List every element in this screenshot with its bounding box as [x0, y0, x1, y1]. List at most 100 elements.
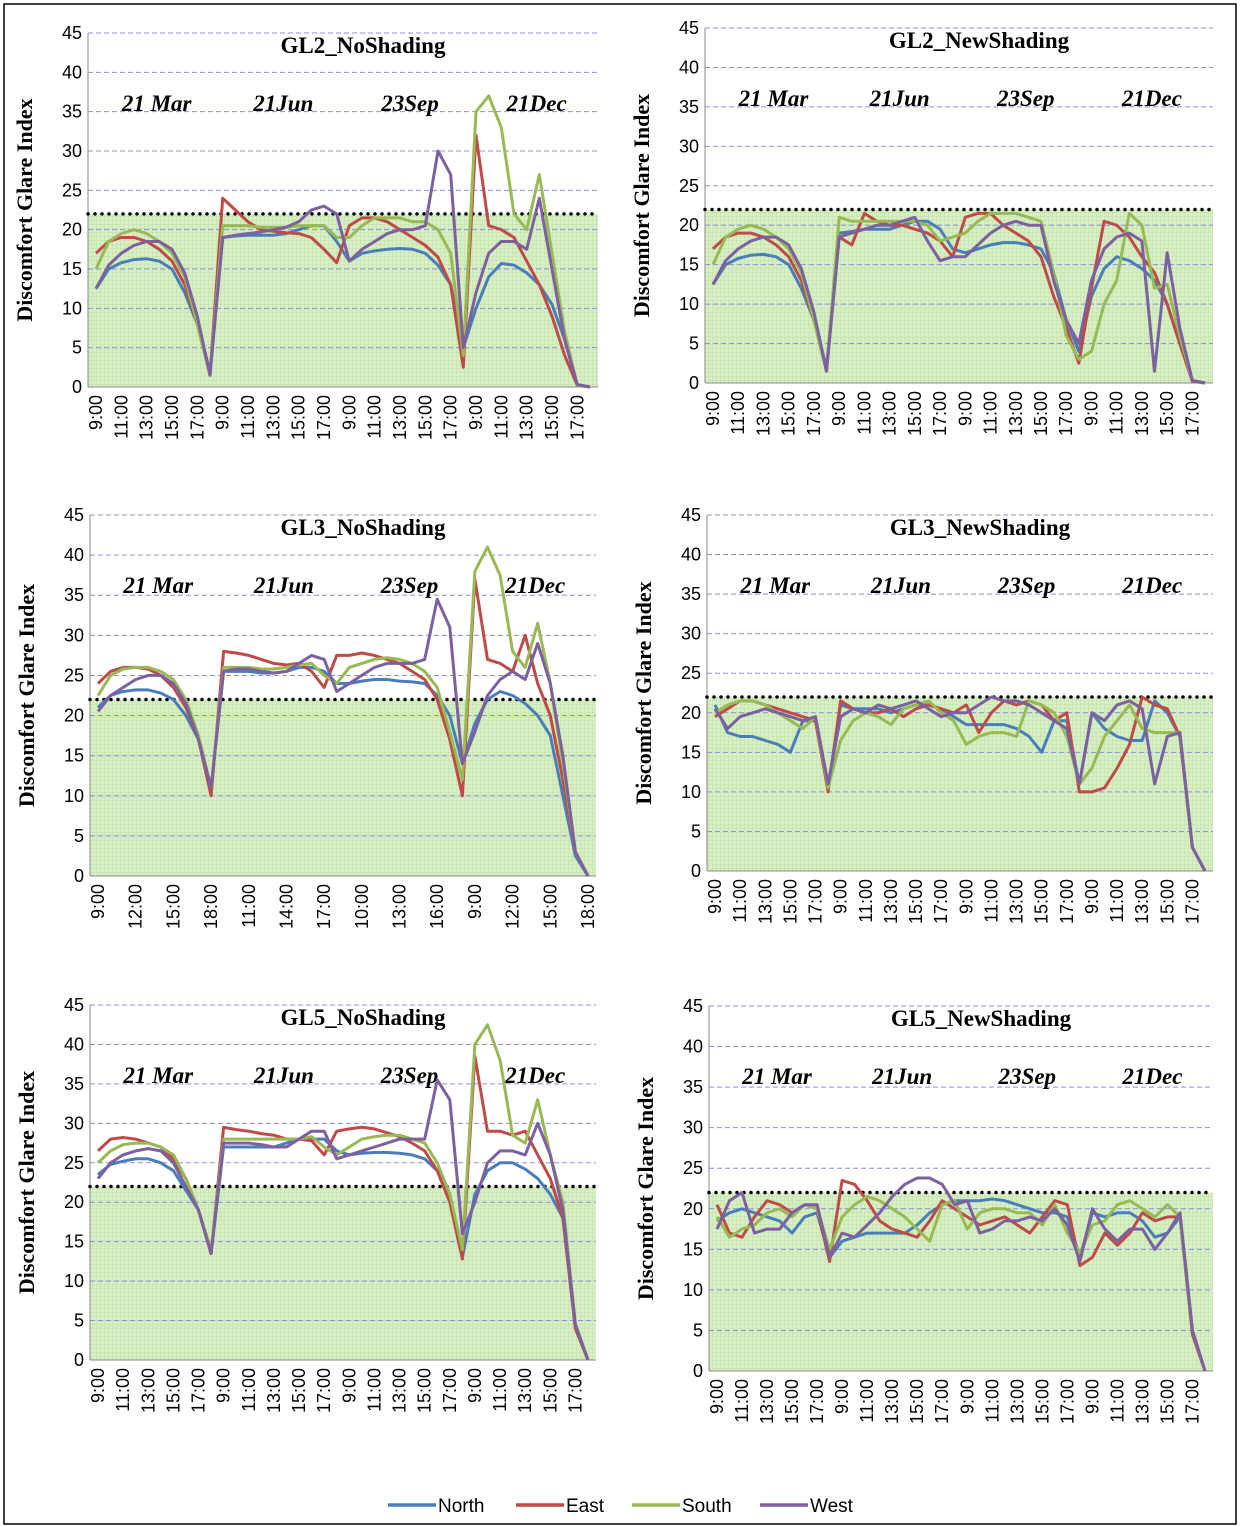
- x-tick-label: 13:00: [390, 884, 410, 929]
- series-line: [711, 215, 1206, 385]
- x-tick-label: 9:00: [86, 395, 106, 430]
- series-line: [96, 1078, 590, 1361]
- x-tick-label: 13:00: [1007, 1379, 1027, 1424]
- y-tick-label: 45: [62, 23, 82, 43]
- x-tick-label: 17:00: [807, 1379, 827, 1424]
- x-tick-label: 17:00: [187, 395, 207, 440]
- annotation: 21Dec: [506, 91, 567, 116]
- chart-title: GL2_NoShading: [281, 33, 446, 58]
- y-tick-label: 15: [679, 255, 699, 275]
- legend-label: West: [810, 1496, 854, 1517]
- x-tick-label: 13:00: [1132, 1379, 1152, 1424]
- series-line: [94, 133, 591, 389]
- x-tick-label: 17:00: [1057, 1379, 1077, 1424]
- y-tick-label: 15: [683, 1239, 703, 1259]
- chart-title: GL5_NoShading: [281, 1005, 446, 1030]
- x-tick-label: 13:00: [755, 879, 775, 924]
- x-tick-label: 17:00: [314, 1368, 334, 1413]
- x-tick-label: 9:00: [214, 1368, 234, 1403]
- x-tick-label: 15:00: [162, 395, 182, 440]
- legend-label: North: [438, 1496, 484, 1517]
- y-tick-label: 0: [74, 1350, 84, 1370]
- y-tick-label: 25: [681, 663, 701, 683]
- x-tick-label: 17:00: [931, 879, 951, 924]
- annotation: 23Sep: [380, 91, 439, 116]
- x-tick-label: 13:00: [1132, 391, 1152, 436]
- x-tick-label: 17:00: [314, 395, 334, 440]
- y-axis-label: Discomfort Glare Index: [14, 584, 39, 807]
- annotation: 23Sep: [998, 1064, 1057, 1089]
- x-tick-label: 13:00: [515, 1368, 535, 1413]
- x-tick-label: 9:00: [339, 395, 359, 430]
- y-axis-label: Discomfort Glare Index: [14, 1071, 39, 1294]
- annotation: 21 Mar: [122, 1063, 194, 1088]
- y-tick-label: 20: [62, 220, 82, 240]
- x-tick-label: 9:00: [339, 1368, 359, 1403]
- annotation: 23Sep: [997, 573, 1056, 598]
- x-tick-label: 9:00: [703, 391, 723, 426]
- x-tick-label: 15:00: [1157, 391, 1177, 436]
- x-tick-label: 9:00: [213, 395, 233, 430]
- series-line: [711, 211, 1206, 385]
- series-line: [713, 695, 1207, 872]
- y-tick-label: 5: [693, 1320, 703, 1340]
- x-tick-label: 13:00: [1006, 391, 1026, 436]
- threshold-area: [90, 1186, 596, 1360]
- y-tick-label: 25: [64, 1153, 84, 1173]
- x-tick-label: 17:00: [1057, 879, 1077, 924]
- annotation: 21 Mar: [741, 1064, 813, 1089]
- annotation: 21Dec: [504, 1063, 565, 1088]
- x-tick-label: 15:00: [415, 1368, 435, 1413]
- annotation: 21Dec: [1121, 1064, 1182, 1089]
- x-tick-label: 16:00: [427, 884, 447, 929]
- x-tick-label: 13:00: [881, 879, 901, 924]
- x-tick-label: 11:00: [854, 391, 874, 435]
- x-tick-label: 10:00: [352, 884, 372, 929]
- x-tick-label: 9:00: [829, 391, 849, 426]
- x-tick-label: 13:00: [390, 395, 410, 440]
- x-tick-label: 13:00: [263, 395, 283, 440]
- y-tick-label: 30: [64, 1113, 84, 1133]
- x-tick-label: 11:00: [365, 395, 385, 439]
- annotation: 21Jun: [869, 86, 930, 111]
- x-tick-label: 9:00: [831, 879, 851, 914]
- series-line: [96, 597, 590, 877]
- x-tick-label: 15:00: [540, 1368, 560, 1413]
- y-tick-label: 20: [64, 706, 84, 726]
- y-tick-label: 40: [64, 545, 84, 565]
- x-tick-label: 13:00: [757, 1379, 777, 1424]
- y-tick-label: 30: [64, 625, 84, 645]
- series-line: [97, 1137, 590, 1361]
- x-tick-label: 17:00: [930, 391, 950, 436]
- series-line: [711, 211, 1206, 385]
- series-line: [715, 1176, 1207, 1372]
- y-tick-label: 45: [679, 18, 699, 38]
- y-tick-label: 45: [64, 505, 84, 525]
- x-tick-label: 15:00: [542, 395, 562, 440]
- y-tick-label: 35: [679, 97, 699, 117]
- series-line: [96, 665, 590, 877]
- legend-label: East: [566, 1496, 605, 1517]
- x-tick-label: 9:00: [1082, 879, 1102, 914]
- y-tick-label: 0: [693, 1361, 703, 1381]
- annotation: 21Dec: [1121, 86, 1182, 111]
- y-tick-label: 10: [679, 294, 699, 314]
- annotation: 21Dec: [1121, 573, 1182, 598]
- chart-title: GL3_NoShading: [281, 515, 446, 540]
- y-tick-label: 30: [683, 1118, 703, 1138]
- x-tick-label: 11:00: [981, 879, 1001, 923]
- x-tick-label: 11:00: [1107, 1379, 1127, 1423]
- x-tick-label: 17:00: [806, 879, 826, 924]
- y-tick-label: 40: [681, 545, 701, 565]
- x-tick-label: 15:00: [415, 395, 435, 440]
- x-tick-label: 17:00: [314, 884, 334, 929]
- y-tick-label: 40: [679, 57, 699, 77]
- y-tick-label: 20: [64, 1192, 84, 1212]
- x-tick-label: 17:00: [804, 391, 824, 436]
- x-tick-label: 11:00: [857, 1379, 877, 1423]
- x-tick-label: 14:00: [276, 884, 296, 929]
- x-tick-label: 17:00: [1182, 1379, 1202, 1424]
- series-line: [711, 219, 1206, 385]
- annotation: 21 Mar: [739, 573, 811, 598]
